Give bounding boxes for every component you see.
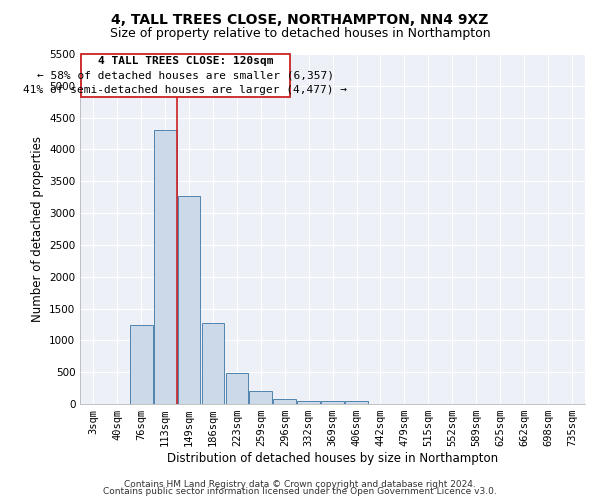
- Text: ← 58% of detached houses are smaller (6,357): ← 58% of detached houses are smaller (6,…: [37, 70, 334, 80]
- Text: Contains HM Land Registry data © Crown copyright and database right 2024.: Contains HM Land Registry data © Crown c…: [124, 480, 476, 489]
- Bar: [274, 398, 296, 404]
- Bar: [250, 390, 272, 404]
- Y-axis label: Number of detached properties: Number of detached properties: [31, 136, 44, 322]
- Bar: [321, 401, 344, 404]
- Bar: [154, 130, 176, 404]
- Bar: [202, 323, 224, 404]
- X-axis label: Distribution of detached houses by size in Northampton: Distribution of detached houses by size …: [167, 452, 498, 465]
- Text: Size of property relative to detached houses in Northampton: Size of property relative to detached ho…: [110, 28, 490, 40]
- Bar: [345, 401, 368, 404]
- Bar: [226, 373, 248, 404]
- Text: 4, TALL TREES CLOSE, NORTHAMPTON, NN4 9XZ: 4, TALL TREES CLOSE, NORTHAMPTON, NN4 9X…: [112, 12, 488, 26]
- Text: Contains public sector information licensed under the Open Government Licence v3: Contains public sector information licen…: [103, 488, 497, 496]
- Bar: [130, 324, 152, 404]
- Bar: [298, 400, 320, 404]
- FancyBboxPatch shape: [81, 54, 290, 98]
- Text: 4 TALL TREES CLOSE: 120sqm: 4 TALL TREES CLOSE: 120sqm: [98, 56, 273, 66]
- Text: 41% of semi-detached houses are larger (4,477) →: 41% of semi-detached houses are larger (…: [23, 85, 347, 95]
- Bar: [178, 196, 200, 404]
